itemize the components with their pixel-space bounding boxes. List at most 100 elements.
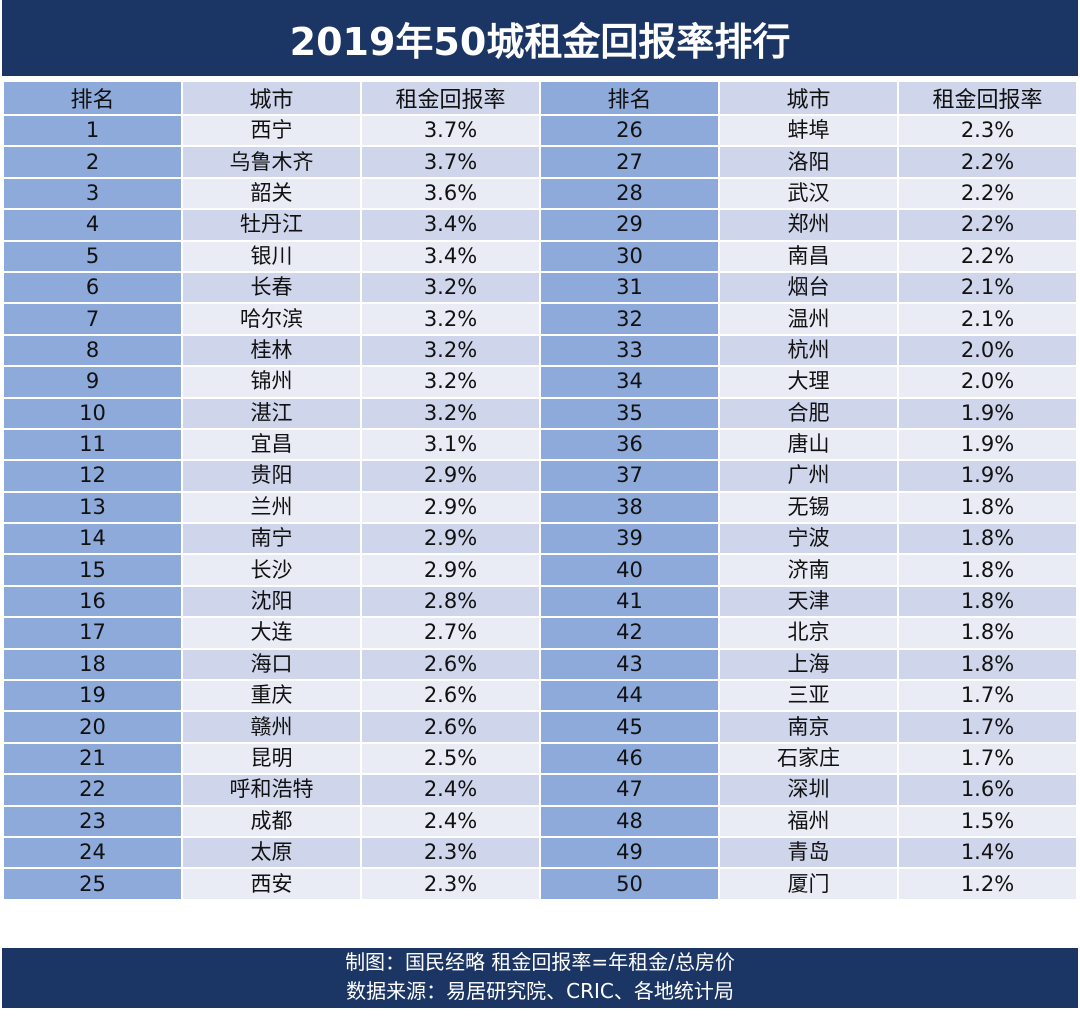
city-cell: 厦门 [718,867,899,901]
rank-cell: 23 [2,804,183,838]
yield-cell: 1.8% [897,490,1078,525]
table-row: 5 银川 3.4% 30 南昌 2.2% [2,239,1078,273]
table-row: 23 成都 2.4% 48 福州 1.5% [2,804,1078,838]
rank-cell: 3 [2,176,183,211]
yield-cell: 2.6% [360,679,541,713]
rank-cell: 6 [2,270,183,305]
yield-cell: 3.1% [360,427,541,462]
city-cell: 大连 [181,616,362,650]
rank-cell: 50 [539,867,720,901]
city-cell: 大理 [718,365,899,399]
rank-cell: 12 [2,459,183,493]
yield-cell: 2.8% [360,584,541,619]
city-cell: 太原 [181,835,362,870]
rank-cell: 7 [2,302,183,336]
yield-cell: 2.2% [897,145,1078,179]
rank-cell: 25 [2,867,183,901]
city-cell: 三亚 [718,679,899,713]
yield-cell: 2.1% [897,270,1078,305]
footer: 制图：国民经略 租金回报率=年租金/总房价 数据来源：易居研究院、CRIC、各地… [2,948,1078,1008]
city-cell: 南京 [718,710,899,744]
header-city: 城市 [181,80,362,116]
rank-cell: 10 [2,396,183,430]
rank-cell: 21 [2,741,183,776]
yield-cell: 2.2% [897,176,1078,211]
table-row: 6 长春 3.2% 31 烟台 2.1% [2,270,1078,305]
table-row: 17 大连 2.7% 42 北京 1.8% [2,616,1078,650]
yield-cell: 2.6% [360,710,541,744]
yield-cell: 2.6% [360,647,541,682]
rank-cell: 13 [2,490,183,525]
header-row: 排名 城市 租金回报率 排名 城市 租金回报率 [2,80,1078,116]
city-cell: 赣州 [181,710,362,744]
rent-yield-table: 排名 城市 租金回报率 排名 城市 租金回报率 1 西宁 3.7% 26 蚌埠 2.3% 2… [2,80,1078,901]
yield-cell: 2.2% [897,239,1078,273]
city-cell: 唐山 [718,427,899,462]
yield-cell: 2.3% [360,867,541,901]
rank-cell: 2 [2,145,183,179]
city-cell: 重庆 [181,679,362,713]
rank-cell: 4 [2,208,183,242]
rank-cell: 47 [539,773,720,807]
rank-cell: 45 [539,710,720,744]
city-cell: 沈阳 [181,584,362,619]
city-cell: 贵阳 [181,459,362,493]
city-cell: 西安 [181,867,362,901]
city-cell: 石家庄 [718,741,899,776]
rank-cell: 28 [539,176,720,211]
table-row: 9 锦州 3.2% 34 大理 2.0% [2,365,1078,399]
city-cell: 乌鲁木齐 [181,145,362,179]
yield-cell: 2.5% [360,741,541,776]
yield-cell: 2.0% [897,365,1078,399]
yield-cell: 1.8% [897,616,1078,650]
city-cell: 韶关 [181,176,362,211]
rank-cell: 17 [2,616,183,650]
city-cell: 深圳 [718,773,899,807]
city-cell: 无锡 [718,490,899,525]
city-cell: 成都 [181,804,362,838]
rank-cell: 26 [539,113,720,148]
yield-cell: 3.7% [360,113,541,148]
rank-cell: 37 [539,459,720,493]
city-cell: 银川 [181,239,362,273]
rank-cell: 48 [539,804,720,838]
rank-cell: 44 [539,679,720,713]
table-row: 21 昆明 2.5% 46 石家庄 1.7% [2,741,1078,776]
city-cell: 南昌 [718,239,899,273]
table-row: 12 贵阳 2.9% 37 广州 1.9% [2,459,1078,493]
yield-cell: 1.8% [897,584,1078,619]
yield-cell: 2.3% [897,113,1078,148]
city-cell: 杭州 [718,333,899,368]
yield-cell: 1.4% [897,835,1078,870]
city-cell: 锦州 [181,365,362,399]
rank-cell: 24 [2,835,183,870]
city-cell: 长沙 [181,553,362,587]
yield-cell: 1.2% [897,867,1078,901]
yield-cell: 1.8% [897,522,1078,556]
yield-cell: 1.8% [897,647,1078,682]
yield-cell: 3.4% [360,239,541,273]
yield-cell: 2.3% [360,835,541,870]
city-cell: 海口 [181,647,362,682]
yield-cell: 1.5% [897,804,1078,838]
table-row: 15 长沙 2.9% 40 济南 1.8% [2,553,1078,587]
city-cell: 宜昌 [181,427,362,462]
table-row: 24 太原 2.3% 49 青岛 1.4% [2,835,1078,870]
rank-cell: 38 [539,490,720,525]
yield-cell: 1.8% [897,553,1078,587]
rank-cell: 19 [2,679,183,713]
table-row: 1 西宁 3.7% 26 蚌埠 2.3% [2,113,1078,148]
table-row: 20 赣州 2.6% 45 南京 1.7% [2,710,1078,744]
header-rank: 排名 [2,80,183,116]
yield-cell: 1.6% [897,773,1078,807]
table-row: 18 海口 2.6% 43 上海 1.8% [2,647,1078,682]
city-cell: 洛阳 [718,145,899,179]
city-cell: 郑州 [718,208,899,242]
city-cell: 北京 [718,616,899,650]
rank-cell: 1 [2,113,183,148]
yield-cell: 1.9% [897,396,1078,430]
rank-cell: 14 [2,522,183,556]
table-title: 2019年50城租金回报率排行 [2,0,1078,76]
yield-cell: 2.9% [360,522,541,556]
rank-cell: 40 [539,553,720,587]
